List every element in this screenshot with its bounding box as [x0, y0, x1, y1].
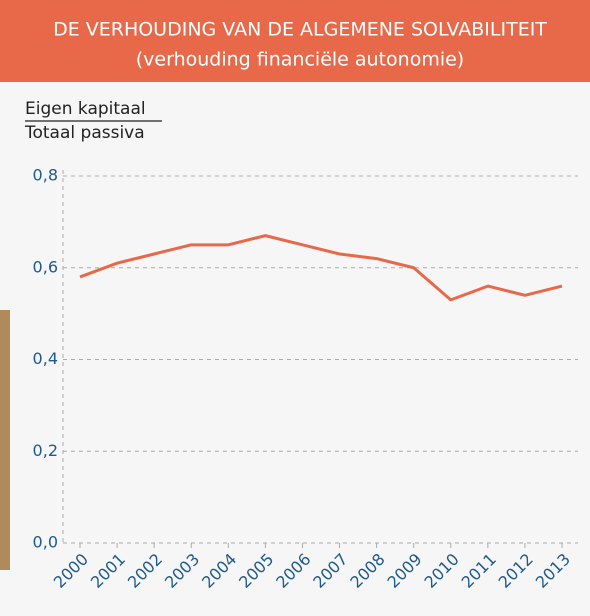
chart-subtitle: (verhouding financiële autonomie)	[136, 49, 464, 71]
photo-edge	[0, 310, 10, 570]
background	[0, 0, 590, 616]
y-tick-label: 0,8	[33, 166, 58, 185]
y-tick-label: 0,4	[33, 349, 58, 368]
y-label-numerator: Eigen kapitaal	[25, 99, 146, 119]
chart-title: DE VERHOUDING VAN DE ALGEMENE SOLVABILIT…	[53, 19, 547, 41]
y-label-denominator: Totaal passiva	[24, 123, 145, 143]
y-tick-label: 0,0	[33, 533, 58, 552]
y-tick-label: 0,2	[33, 441, 58, 460]
y-tick-label: 0,6	[33, 257, 58, 276]
chart: DE VERHOUDING VAN DE ALGEMENE SOLVABILIT…	[0, 0, 590, 616]
